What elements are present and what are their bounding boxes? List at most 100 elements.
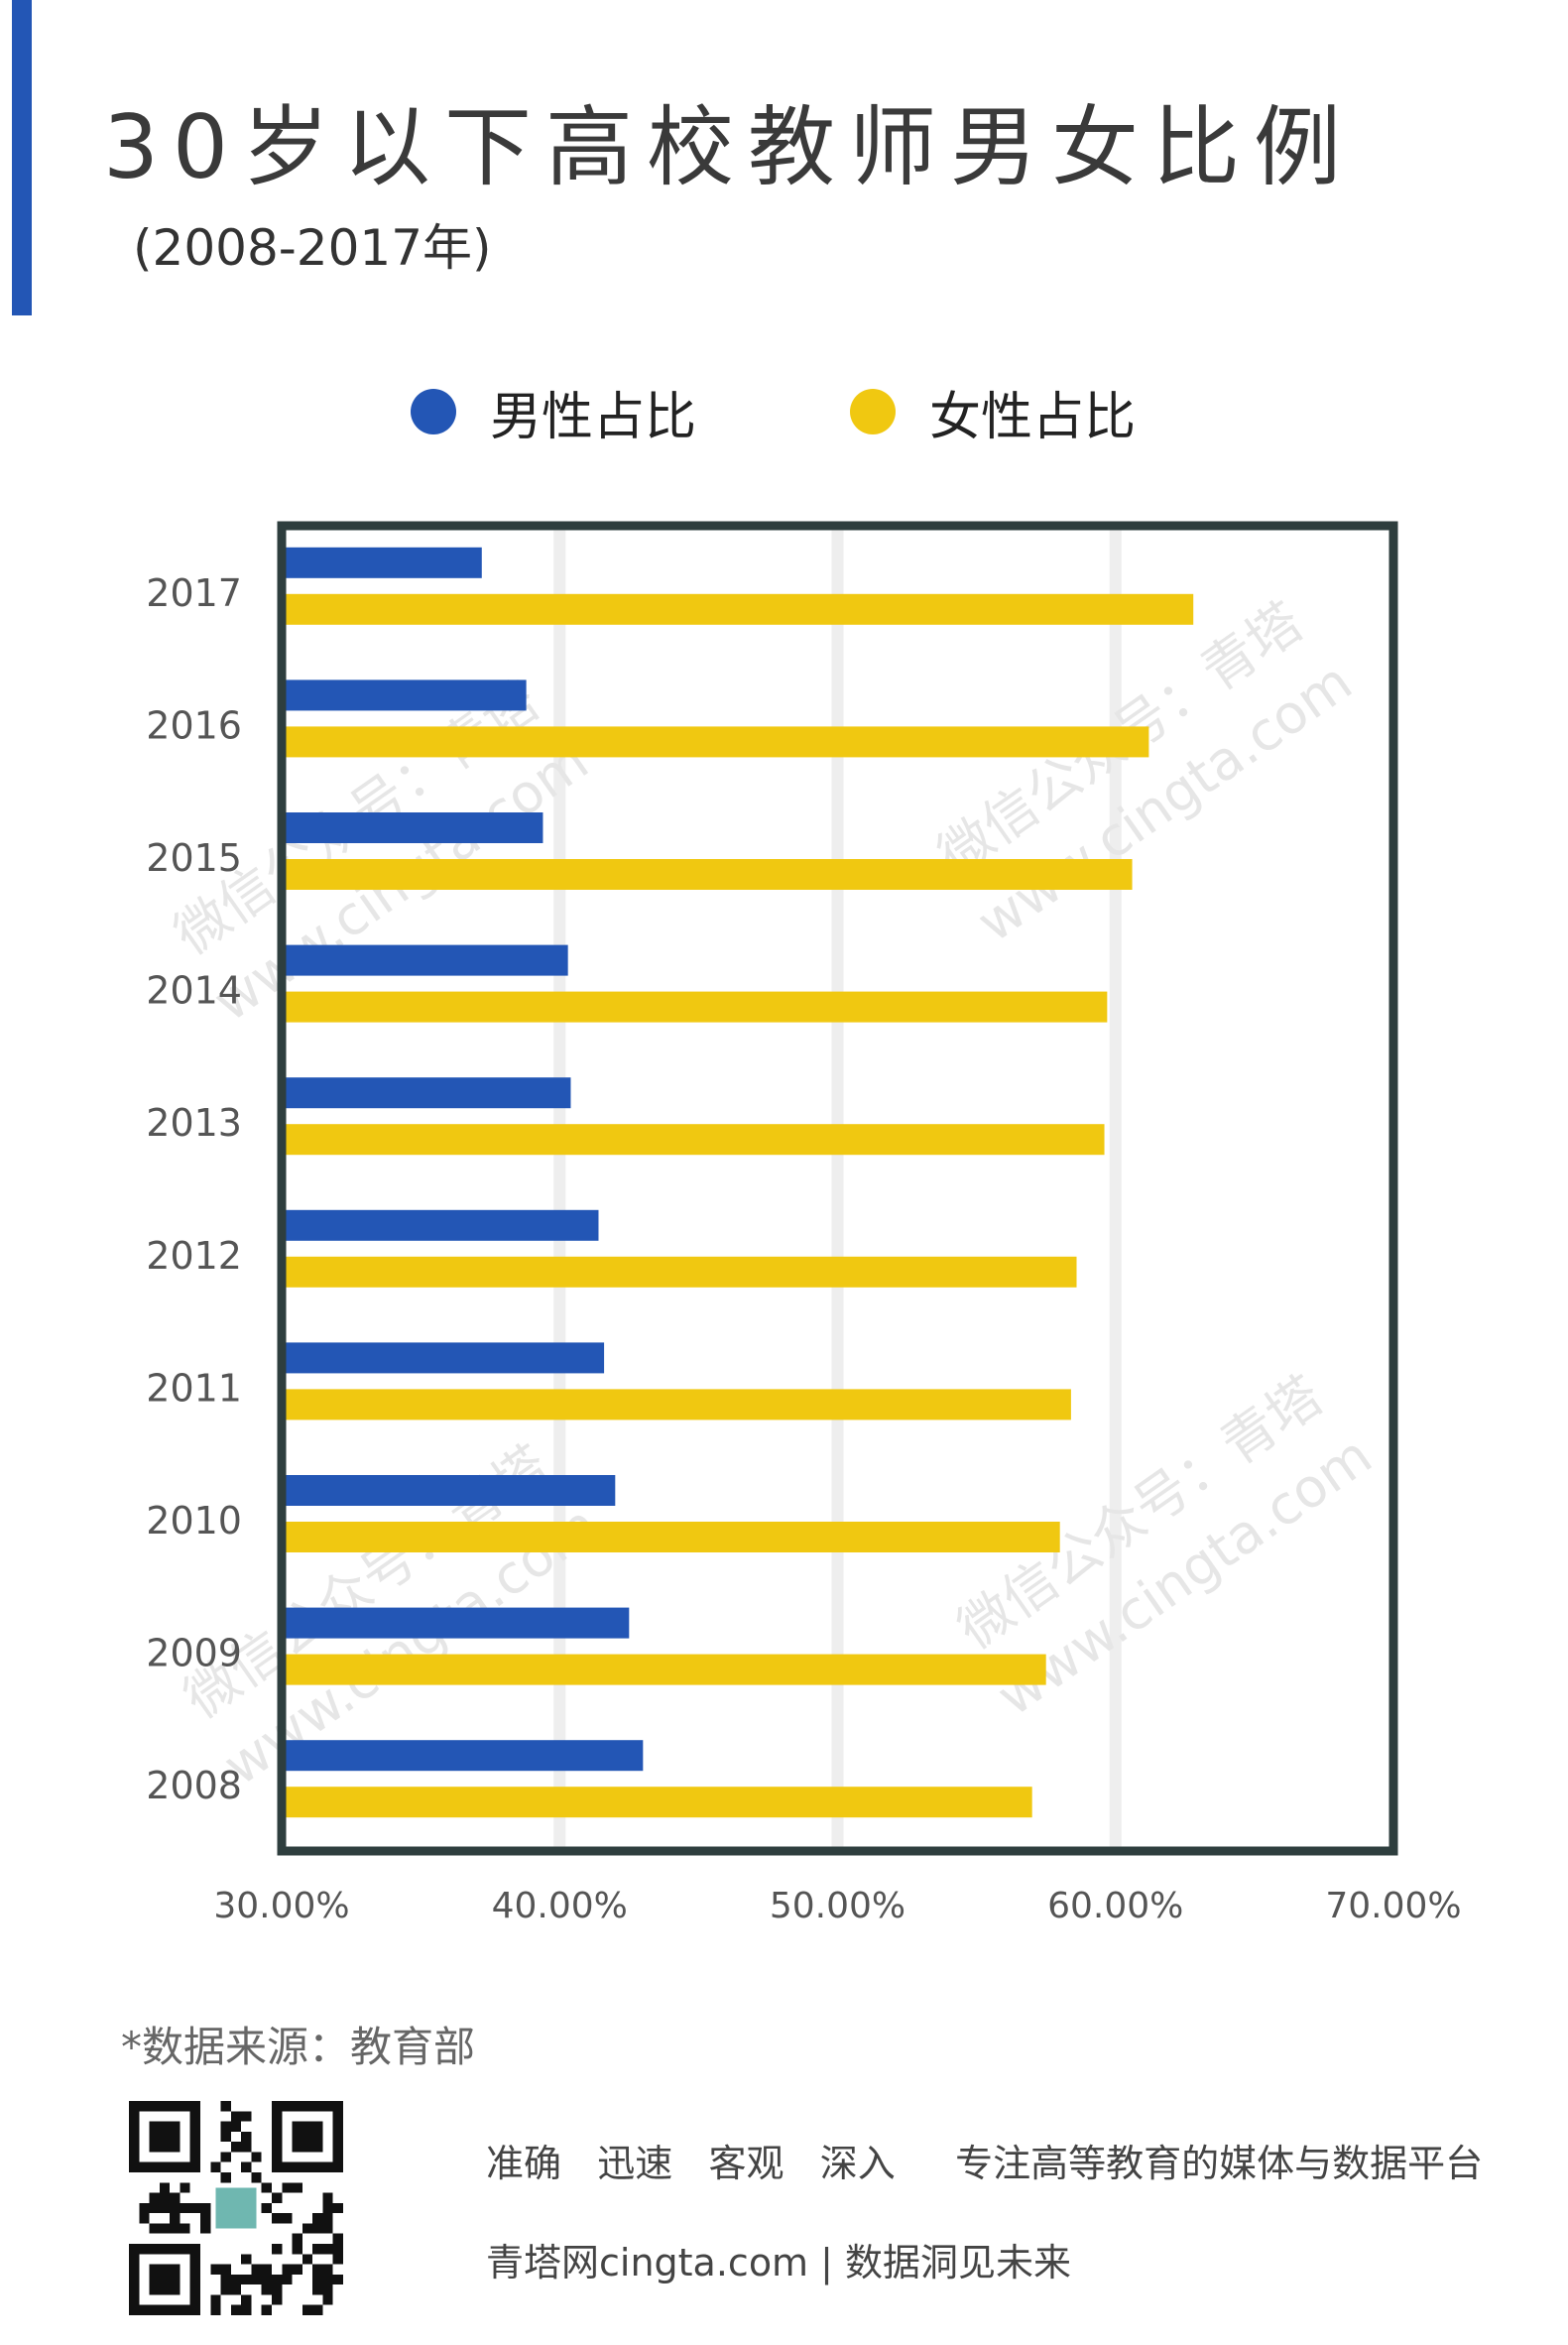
qr-module xyxy=(292,2244,302,2255)
qr-module xyxy=(180,2202,190,2214)
legend-female-label: 女性占比 xyxy=(929,387,1137,447)
y-tick-label: 2016 xyxy=(146,703,242,747)
qr-module xyxy=(230,2274,242,2285)
qr-module xyxy=(220,2284,231,2295)
qr-module xyxy=(261,2304,272,2315)
qr-module xyxy=(170,2192,181,2203)
qr-module xyxy=(322,2294,333,2305)
y-tick-label: 2013 xyxy=(146,1101,242,1145)
qr-module xyxy=(210,2294,221,2305)
qr-module xyxy=(332,2244,343,2255)
qr-module xyxy=(312,2284,323,2295)
x-tick-label: 30.00% xyxy=(213,1886,349,1926)
qr-module xyxy=(272,2284,283,2295)
qr-module xyxy=(149,2192,160,2203)
qr-module xyxy=(170,2223,181,2234)
qr-module xyxy=(261,2202,272,2214)
bar-female-2016 xyxy=(282,726,1149,758)
qr-module xyxy=(220,2172,231,2183)
bar-female-2008 xyxy=(282,1787,1032,1818)
qr-module xyxy=(322,2192,333,2203)
qr-module xyxy=(159,2223,171,2234)
bar-male-2015 xyxy=(282,812,543,843)
qr-module xyxy=(241,2111,252,2122)
qr-module xyxy=(230,2304,242,2315)
qr-module xyxy=(322,2284,333,2295)
qr-module xyxy=(200,2223,211,2234)
qr-module xyxy=(159,2182,171,2193)
legend-female-icon xyxy=(850,389,896,434)
footer-site: 青塔网cingta.com | 数据洞见未来 xyxy=(486,2241,1072,2284)
qr-module xyxy=(272,2192,283,2203)
qr-module xyxy=(210,2304,221,2315)
qr-module xyxy=(322,2264,333,2275)
qr-module xyxy=(292,2182,302,2193)
bar-female-2014 xyxy=(282,991,1108,1023)
qr-module xyxy=(241,2131,252,2143)
qr-module xyxy=(180,2223,190,2234)
qr-module xyxy=(220,2131,231,2143)
legend-item-female: 女性占比 xyxy=(850,377,1137,447)
qr-module xyxy=(230,2111,242,2122)
qr-module xyxy=(139,2213,150,2224)
bar-female-2015 xyxy=(282,859,1133,890)
qr-module xyxy=(332,2254,343,2265)
qr-module xyxy=(180,2182,190,2193)
y-tick-label: 2010 xyxy=(146,1499,242,1543)
qr-module xyxy=(189,2202,200,2214)
qr-module xyxy=(322,2223,333,2234)
qr-finder xyxy=(149,2121,181,2153)
bar-male-2014 xyxy=(282,944,568,976)
qr-module xyxy=(159,2202,171,2214)
qr-module xyxy=(139,2202,150,2214)
qr-module xyxy=(292,2233,302,2244)
qr-module xyxy=(272,2274,283,2285)
y-tick-label: 2014 xyxy=(146,969,242,1013)
plot-frame xyxy=(277,521,1398,1856)
bar-female-2012 xyxy=(282,1256,1077,1288)
qr-module xyxy=(170,2213,181,2224)
legend-male-icon xyxy=(411,389,456,434)
y-tick-label: 2017 xyxy=(146,571,242,615)
qr-code-icon xyxy=(129,2101,343,2315)
qr-module xyxy=(241,2254,252,2265)
qr-module xyxy=(210,2264,221,2275)
bar-male-2012 xyxy=(282,1209,599,1241)
x-tick-label: 40.00% xyxy=(492,1886,628,1926)
qr-module xyxy=(272,2213,283,2224)
qr-module xyxy=(302,2223,313,2234)
bar-male-2008 xyxy=(282,1740,644,1772)
legend-item-male: 男性占比 xyxy=(411,377,697,447)
qr-module xyxy=(241,2142,252,2153)
qr-module xyxy=(312,2244,323,2255)
x-tick-label: 50.00% xyxy=(770,1886,905,1926)
qr-module xyxy=(200,2202,211,2214)
legend-male-label: 男性占比 xyxy=(490,387,697,447)
bar-male-2016 xyxy=(282,679,527,711)
qr-module xyxy=(322,2213,333,2224)
bar-male-2009 xyxy=(282,1607,630,1639)
qr-module xyxy=(282,2264,293,2275)
qr-module xyxy=(272,2294,283,2305)
qr-module xyxy=(261,2182,272,2193)
qr-module xyxy=(261,2274,272,2285)
qr-module xyxy=(251,2152,262,2162)
qr-logo xyxy=(215,2187,257,2229)
qr-module xyxy=(241,2304,252,2315)
qr-module xyxy=(220,2101,231,2112)
qr-module xyxy=(312,2304,323,2315)
qr-module xyxy=(332,2274,343,2285)
bar-male-2017 xyxy=(282,547,482,578)
bar-female-2009 xyxy=(282,1654,1046,1685)
qr-module xyxy=(241,2161,252,2172)
qr-module xyxy=(170,2202,181,2214)
qr-module xyxy=(332,2233,343,2244)
qr-module xyxy=(282,2182,293,2193)
bar-male-2010 xyxy=(282,1475,616,1506)
qr-module xyxy=(302,2254,313,2265)
qr-module xyxy=(230,2121,242,2132)
qr-module xyxy=(220,2274,231,2285)
qr-module xyxy=(312,2274,323,2285)
